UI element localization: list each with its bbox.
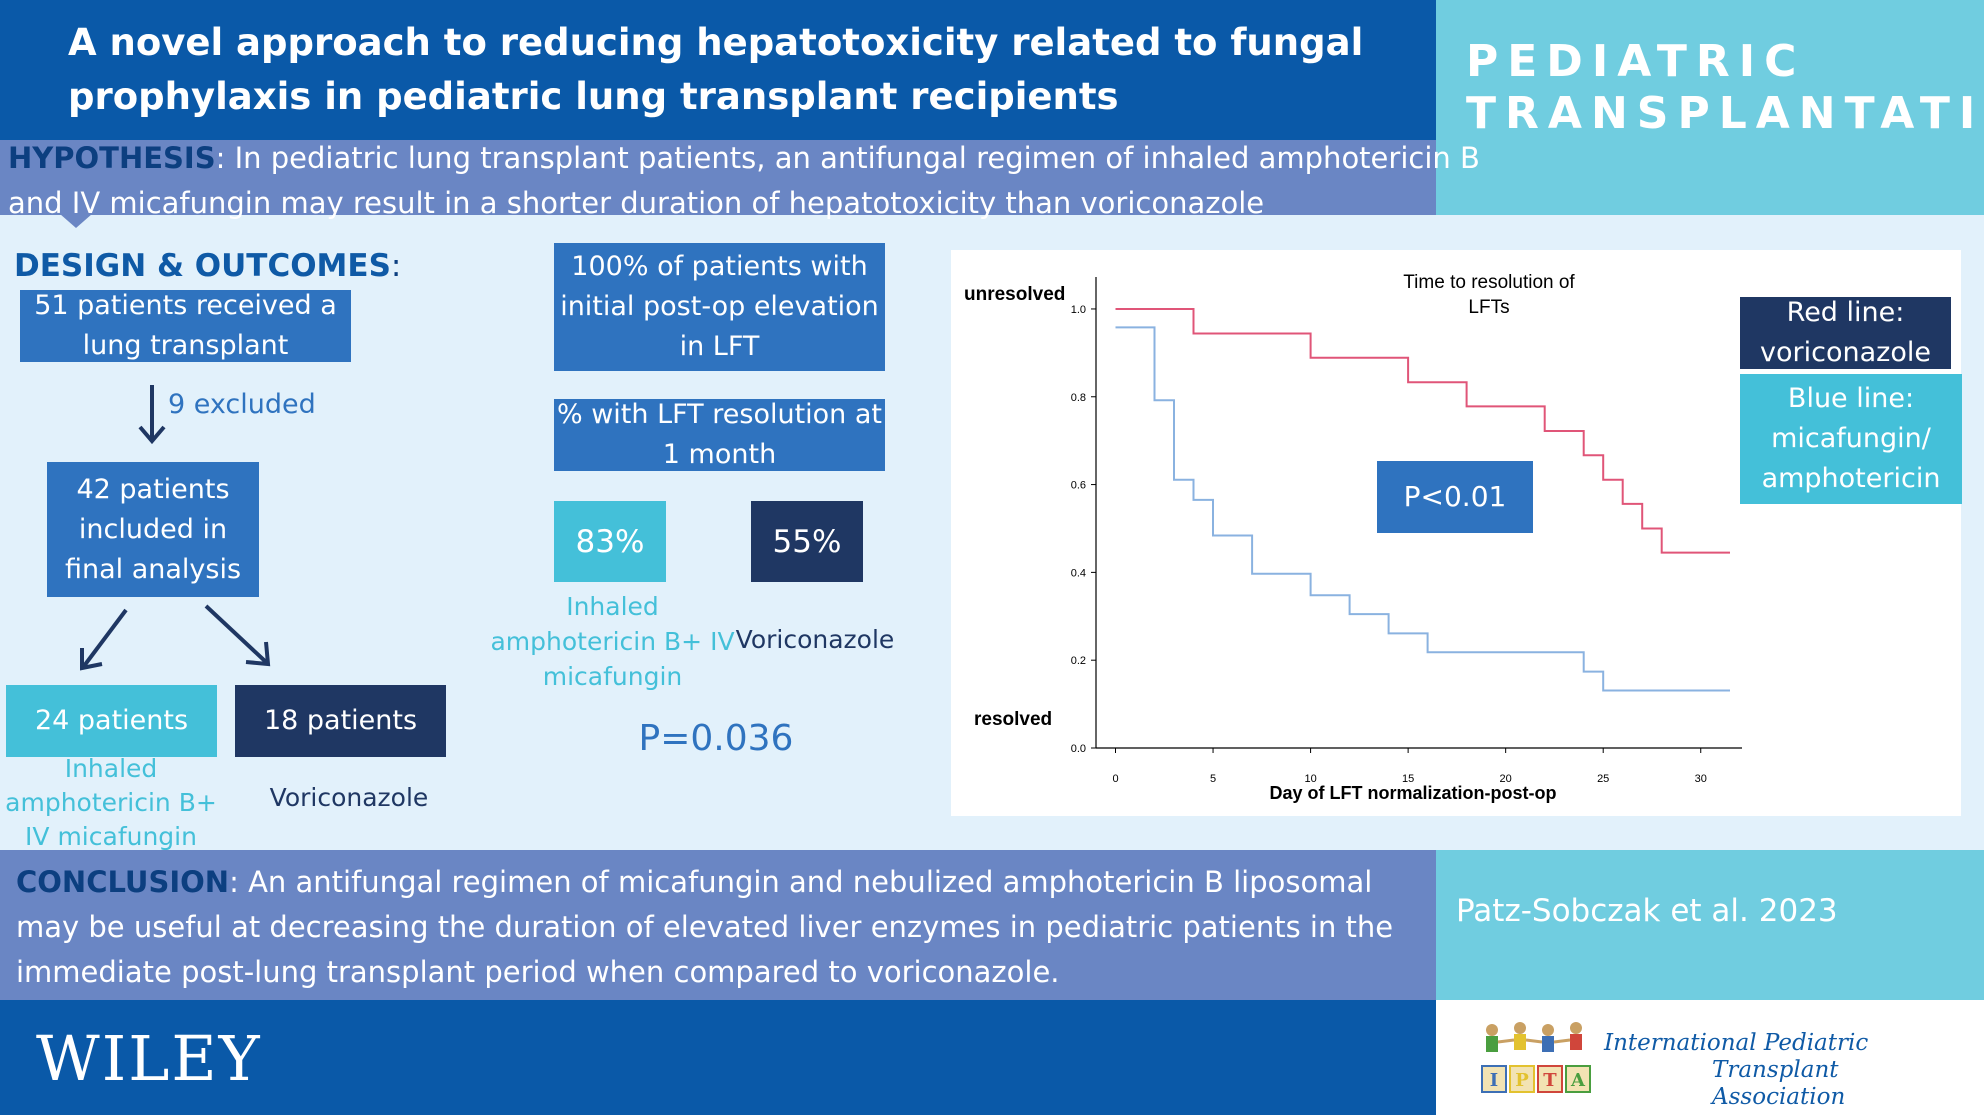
y-label-bottom: resolved [974, 709, 1052, 730]
outcome-group-a-label: Inhaled amphotericin B+ IV micafungin [490, 592, 735, 691]
logo-block-letter: P [1515, 1070, 1529, 1091]
group-a-label: Inhaled amphotericin B+ IV micafungin [5, 754, 217, 851]
y-tick-label: 0.0 [1071, 743, 1086, 755]
ipta-name-line2: Transplant Association [1712, 1057, 1846, 1110]
hypothesis-label: HYPOTHESIS [8, 141, 216, 175]
chart-axes: 0.0 0.2 0.4 0.6 0.8 1.0 0 5 10 15 20 25 30 [1071, 277, 1742, 785]
resolution-box: % with LFT resolution at 1 month [554, 399, 885, 471]
wiley-logo: WILEY [36, 1022, 262, 1095]
x-tick-label: 30 [1695, 773, 1707, 785]
logo-block-bg [1509, 1065, 1535, 1093]
logo-block-bg [1565, 1065, 1591, 1093]
split-right-arrow-icon [204, 604, 271, 667]
page-title: A novel approach to reducing hepatotoxic… [68, 21, 1364, 118]
group-b-count-box: 18 patients [235, 685, 446, 757]
citation-panel [1436, 850, 1984, 1000]
y-label-top: unresolved [964, 284, 1065, 305]
logo-block-i: I [1481, 1065, 1507, 1093]
header-banner [0, 0, 1436, 140]
outcome-p-value: P=0.036 [638, 718, 794, 759]
group-a-pct-box: 83% [554, 501, 666, 582]
hypothesis-body: : In pediatric lung transplant patients,… [8, 141, 1480, 220]
red-line-legend: Red line: voriconazole [1740, 297, 1951, 369]
group-b-label: Voriconazole [269, 783, 429, 812]
x-tick-label: 10 [1304, 773, 1316, 785]
y-tick-label: 0.6 [1071, 480, 1086, 492]
group-b-pct-box: 55% [751, 501, 863, 582]
y-tick-label: 1.0 [1071, 304, 1086, 316]
excluded-label: 9 excluded [168, 389, 316, 420]
conclusion-body: : An antifungal regimen of micafungin an… [16, 865, 1394, 989]
journal-name-line2: TRANSPLANTATION [1466, 88, 1984, 139]
design-heading: DESIGN & OUTCOMES: [14, 248, 401, 284]
hypothesis-pointer [60, 214, 92, 228]
logo-block-letter: A [1570, 1070, 1586, 1091]
logo-figures [1486, 1022, 1582, 1052]
x-tick-label: 25 [1597, 773, 1609, 785]
y-tick-label: 0.4 [1071, 567, 1086, 579]
chart-series [1115, 308, 1730, 692]
group-a-count-box: 24 patients [6, 685, 217, 757]
voriconazole-line [1115, 308, 1730, 554]
included-analysis-box: 42 patients included in final analysis [47, 462, 259, 597]
y-tick-label: 0.8 [1071, 392, 1086, 404]
split-left-arrow-icon [80, 608, 128, 671]
micafungin-line [1115, 326, 1730, 692]
x-tick-label: 15 [1402, 773, 1414, 785]
journal-name: PEDIATRIC TRANSPLANTATION [1466, 36, 1984, 140]
design-heading-colon: : [390, 248, 402, 284]
logo-block-letter: I [1490, 1070, 1498, 1091]
conclusion-band [0, 850, 1436, 1000]
logo-block-p: P [1509, 1065, 1535, 1093]
x-tick-label: 0 [1112, 773, 1118, 785]
down-arrow-icon [138, 385, 166, 445]
x-axis-label: Day of LFT normalization-post-op [1270, 783, 1557, 803]
ipta-name: International Pediatric Transplant Assoc… [1604, 1030, 1974, 1111]
elevation-box: 100% of patients with initial post-op el… [554, 243, 885, 371]
blue-line-legend: Blue line: micafungin/ amphotericin [1740, 374, 1962, 504]
ipta-name-line1: International Pediatric [1604, 1030, 1869, 1056]
journal-name-line1: PEDIATRIC [1466, 36, 1806, 87]
hypothesis-text: HYPOTHESIS: In pediatric lung transplant… [8, 136, 1508, 226]
y-tick-label: 0.2 [1071, 655, 1086, 667]
received-transplant-box: 51 patients received a lung transplant [20, 290, 351, 362]
design-heading-label: DESIGN & OUTCOMES [14, 248, 391, 284]
chart-title-line1: Time to resolution of [1403, 272, 1575, 293]
journal-panel [1436, 0, 1984, 215]
logo-block-t: T [1537, 1065, 1563, 1093]
p-value-annotation: P<0.01 [1377, 461, 1533, 533]
logo-block-letter: T [1543, 1070, 1557, 1091]
conclusion-label: CONCLUSION [16, 865, 230, 899]
ipta-panel [1436, 1000, 1984, 1115]
logo-block-bg [1537, 1065, 1563, 1093]
citation: Patz-Sobczak et al. 2023 [1456, 893, 1838, 929]
x-tick-label: 5 [1210, 773, 1216, 785]
conclusion-text: CONCLUSION: An antifungal regimen of mic… [16, 860, 1426, 995]
chart-title-line2: LFTs [1468, 297, 1509, 318]
outcome-group-b-label: Voriconazole [735, 625, 895, 654]
hypothesis-band [0, 140, 1436, 215]
footer-band [0, 1000, 1436, 1115]
logo-block-bg [1481, 1065, 1507, 1093]
logo-block-a: A [1565, 1065, 1591, 1093]
x-tick-label: 20 [1500, 773, 1512, 785]
